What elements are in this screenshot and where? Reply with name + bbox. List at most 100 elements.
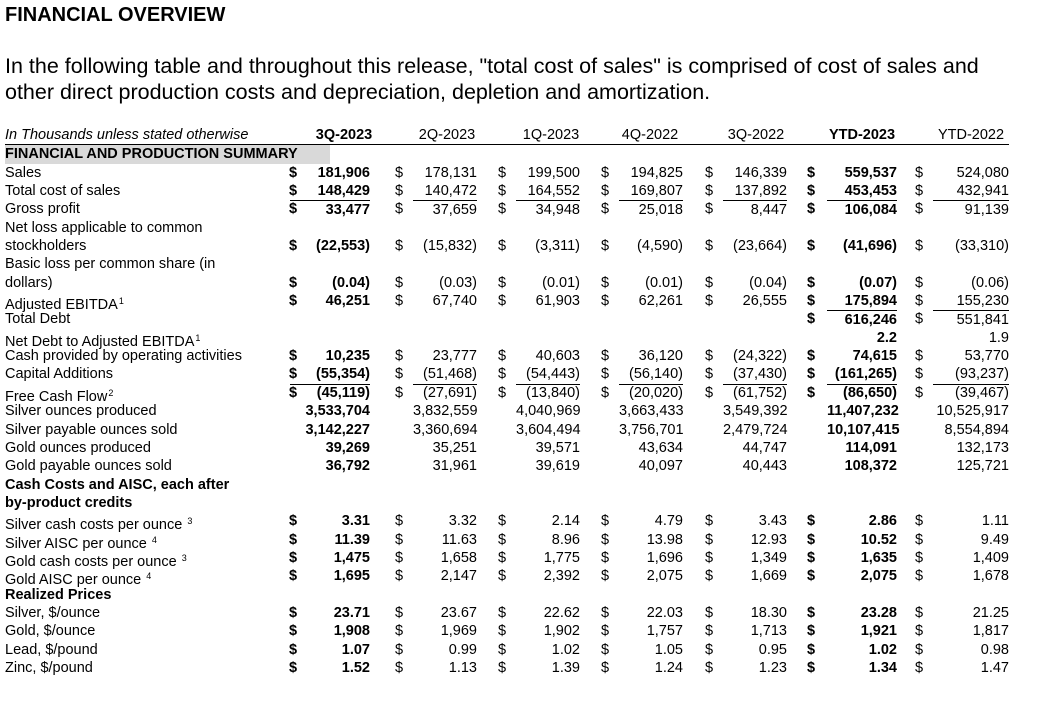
value-cell: 146,339 — [734, 164, 787, 181]
value-cell: 1.52 — [341, 659, 370, 676]
value-cell: 1.47 — [980, 659, 1009, 676]
currency-sign: $ — [289, 623, 298, 640]
currency-sign: $ — [601, 604, 610, 621]
value-cell: 3,832,559 — [413, 403, 478, 420]
row-label: Gold payable ounces sold — [5, 457, 172, 475]
currency-sign: $ — [807, 293, 816, 310]
currency-sign: $ — [807, 659, 816, 676]
value-cell: 1,678 — [972, 568, 1009, 585]
currency-sign: $ — [601, 366, 610, 383]
value-cell: (33,310) — [954, 238, 1009, 255]
footnote-marker: 3 — [187, 516, 193, 527]
currency-sign: $ — [498, 274, 507, 291]
value-cell: (0.03) — [439, 274, 477, 291]
table-row: In Thousands unless stated otherwise 3Q-2… — [5, 126, 1009, 146]
table-row: Net Debt to Adjusted EBITDA1 2.2 1.9 — [5, 329, 1009, 350]
currency-sign: $ — [289, 659, 298, 676]
row-label-text: Silver AISC per ounce — [5, 535, 147, 552]
value-cell: 178,131 — [424, 164, 477, 181]
value-cell: 106,084 — [827, 200, 897, 219]
value-cell: 616,246 — [827, 310, 897, 329]
currency-sign: $ — [915, 641, 924, 658]
row-label: Gold, $/ounce — [5, 622, 95, 640]
value-cell: 23.28 — [860, 604, 897, 621]
value-cell: 181,906 — [317, 164, 370, 181]
currency-sign: $ — [498, 604, 507, 621]
currency-sign: $ — [601, 348, 610, 365]
row-label: Total cost of sales — [5, 182, 120, 200]
row-label-text: Gold cash costs per ounce — [5, 553, 177, 570]
currency-sign: $ — [807, 366, 816, 383]
value-cell: 2,392 — [543, 568, 580, 585]
currency-sign: $ — [705, 164, 714, 181]
row-label: Total Debt — [5, 310, 70, 328]
currency-sign: $ — [807, 531, 816, 548]
currency-sign: $ — [705, 293, 714, 310]
currency-sign: $ — [915, 366, 924, 383]
row-label-text: Adjusted EBITDA — [5, 297, 118, 314]
value-cell: 1.34 — [868, 659, 897, 676]
currency-sign: $ — [498, 641, 507, 658]
section-heading: FINANCIAL AND PRODUCTION SUMMARY — [5, 146, 298, 163]
value-cell: 33,477 — [290, 200, 370, 219]
value-cell: 114,091 — [845, 439, 897, 456]
value-cell: 2,075 — [860, 568, 897, 585]
currency-sign: $ — [289, 348, 298, 365]
currency-sign: $ — [289, 641, 298, 658]
currency-sign: $ — [601, 293, 610, 310]
currency-sign: $ — [705, 568, 714, 585]
value-cell: 39,571 — [535, 439, 580, 456]
currency-sign: $ — [807, 311, 816, 328]
currency-sign: $ — [498, 623, 507, 640]
row-label: Silver cash costs per ounce 3 — [5, 512, 193, 533]
currency-sign: $ — [395, 604, 404, 621]
value-cell: 36,120 — [638, 348, 683, 365]
value-cell: 61,903 — [535, 293, 580, 310]
currency-sign: $ — [915, 238, 924, 255]
row-label-text: Gold AISC per ounce — [5, 572, 142, 589]
currency-sign: $ — [807, 274, 816, 291]
value-cell: 91,139 — [933, 200, 1009, 219]
value-cell: 39,269 — [325, 439, 370, 456]
currency-sign: $ — [705, 604, 714, 621]
intro-line: In the following table and throughout th… — [5, 54, 979, 78]
currency-sign: $ — [915, 201, 924, 218]
section-heading: Cash Costs and AISC, each after — [5, 476, 230, 493]
currency-sign: $ — [498, 513, 507, 530]
value-cell: 34,948 — [516, 200, 580, 219]
footnote-marker: 4 — [146, 571, 152, 582]
currency-sign: $ — [915, 531, 924, 548]
value-cell: 1,669 — [750, 568, 787, 585]
value-cell: 11,407,232 — [827, 403, 899, 420]
section-heading: Realized Prices — [5, 586, 112, 603]
value-cell: (15,832) — [422, 238, 477, 255]
currency-sign: $ — [395, 348, 404, 365]
currency-sign: $ — [705, 384, 714, 401]
row-label-text: dollars) — [5, 274, 53, 291]
currency-sign: $ — [915, 384, 924, 401]
currency-sign: $ — [601, 238, 610, 255]
currency-sign: $ — [498, 238, 507, 255]
currency-sign: $ — [498, 549, 507, 566]
value-cell: 8,554,894 — [944, 421, 1009, 438]
value-cell: (23,664) — [732, 238, 787, 255]
value-cell: 62,261 — [638, 293, 683, 310]
value-cell: 132,173 — [956, 439, 1009, 456]
row-label: Gold ounces produced — [5, 439, 151, 457]
currency-sign: $ — [807, 164, 816, 181]
value-cell: 3,604,494 — [516, 421, 581, 438]
currency-sign: $ — [915, 604, 924, 621]
table-row: Cash Costs and AISC, each after — [5, 476, 1009, 494]
currency-sign: $ — [601, 164, 610, 181]
column-header: YTD-2023 — [828, 127, 896, 143]
currency-sign: $ — [395, 366, 404, 383]
currency-sign: $ — [915, 311, 924, 328]
value-cell: 3.32 — [448, 513, 477, 530]
page-title: FINANCIAL OVERVIEW — [5, 4, 226, 26]
value-cell: 3,142,227 — [305, 421, 370, 438]
value-cell: 23.67 — [440, 604, 477, 621]
table-row: Gold ounces produced 39,269 35,251 39,571 43… — [5, 439, 1009, 457]
value-cell: 35,251 — [432, 439, 477, 456]
currency-sign: $ — [289, 568, 298, 585]
currency-sign: $ — [705, 641, 714, 658]
